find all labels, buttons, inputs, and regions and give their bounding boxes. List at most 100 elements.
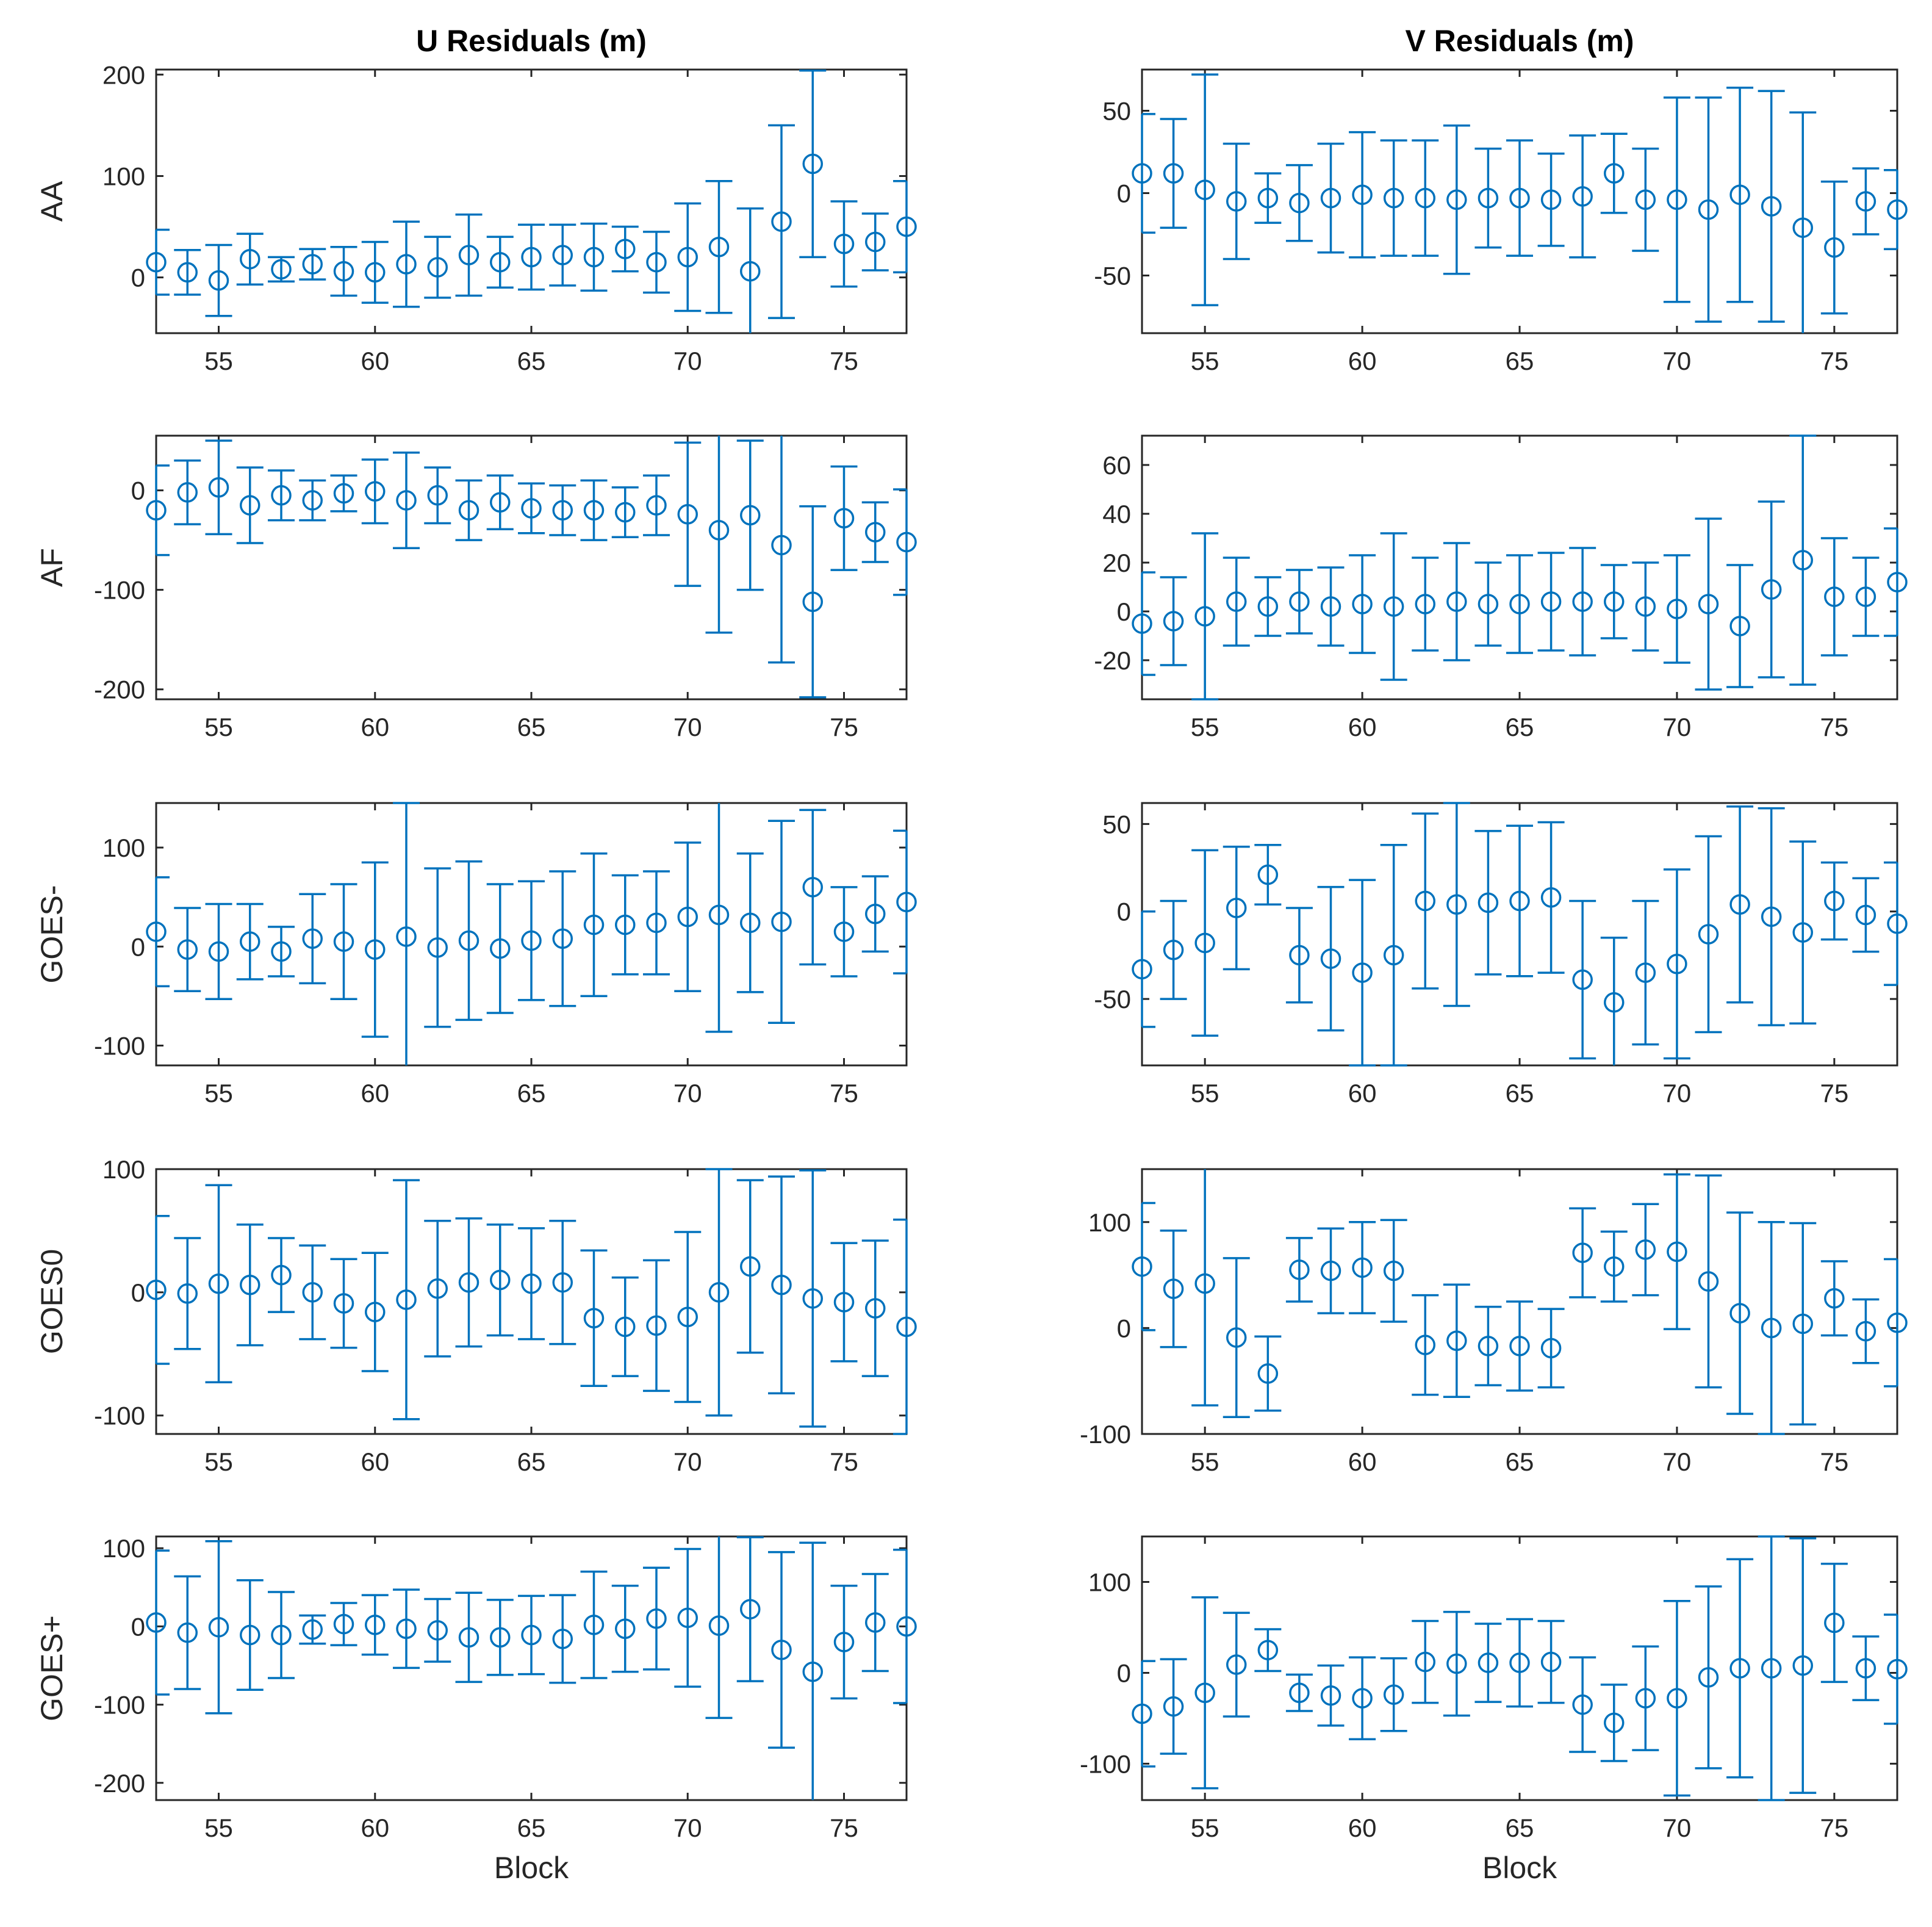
data-point	[1132, 1256, 1152, 1277]
error-bar	[1317, 566, 1345, 647]
y-tick-label: 40	[1102, 500, 1131, 528]
error-bar	[705, 1168, 733, 1417]
data-point	[1604, 992, 1625, 1013]
x-tick-label: 60	[1348, 347, 1377, 375]
subplot-v-af: 55 60 65 70 75 -20 0 20 40 60	[1094, 434, 1908, 741]
y-tick-label: -20	[1094, 646, 1131, 675]
error-bar	[486, 474, 514, 530]
error-bar	[674, 1231, 702, 1403]
data-point	[1415, 187, 1435, 209]
data-point	[1226, 898, 1247, 918]
data-point	[740, 1599, 761, 1619]
error-bar	[455, 860, 483, 1021]
data-point	[583, 1615, 605, 1635]
error-bar	[549, 223, 576, 287]
y-tick-label: 0	[1117, 1314, 1131, 1342]
error-bar	[674, 1547, 702, 1688]
data-point	[1257, 187, 1279, 209]
error-bar	[1569, 899, 1596, 1060]
y-tick-label: -100	[1080, 1749, 1131, 1778]
error-bar	[1317, 1227, 1345, 1314]
data-point	[896, 1616, 917, 1637]
data-point	[146, 1612, 167, 1633]
error-bar	[393, 802, 420, 1065]
error-bar	[861, 1239, 889, 1377]
data-point	[771, 1274, 792, 1295]
x-tick-label: 75	[830, 1079, 858, 1108]
x-tick-label: 65	[517, 347, 546, 375]
error-bar	[1820, 861, 1848, 941]
x-tick-label: 75	[1820, 1447, 1848, 1476]
data-point	[1635, 1239, 1656, 1260]
data-point	[896, 891, 917, 913]
data-point	[1761, 196, 1782, 217]
x-tick-label: 70	[1663, 1079, 1692, 1108]
data-point	[1320, 1260, 1341, 1281]
error-bar	[611, 874, 639, 976]
error-bar	[1884, 1258, 1908, 1388]
x-tick-label: 70	[1663, 1814, 1692, 1842]
error-bar	[1254, 1628, 1282, 1673]
error-bar	[1223, 845, 1250, 971]
error-bar	[146, 228, 170, 296]
data-point	[1289, 1259, 1310, 1280]
error-bar	[1349, 1221, 1376, 1314]
x-tick-label: 65	[1506, 347, 1534, 375]
error-bar	[1412, 812, 1439, 990]
data-point	[740, 1256, 761, 1277]
data-point	[1824, 1612, 1845, 1633]
y-tick-label: 20	[1102, 549, 1131, 577]
data-point	[1540, 189, 1562, 211]
error-bar	[205, 243, 232, 317]
data-point	[1667, 953, 1687, 974]
error-bar	[580, 222, 608, 292]
error-bar	[1726, 86, 1754, 303]
data-point	[1257, 864, 1279, 885]
y-tick-label: -100	[94, 1032, 145, 1061]
error-bar	[1285, 1673, 1313, 1712]
data-point	[1446, 189, 1467, 211]
y-tick-label: 0	[131, 1612, 145, 1641]
error-bar	[1443, 1283, 1470, 1398]
error-bar	[299, 479, 326, 522]
error-bar	[799, 505, 827, 699]
error-bar	[518, 1594, 545, 1676]
x-tick-label: 55	[1191, 1079, 1219, 1108]
data-point	[1478, 594, 1499, 614]
data-point	[865, 1612, 886, 1633]
error-bar	[330, 1258, 357, 1349]
error-bar	[1632, 561, 1659, 652]
subplot-v-goes0: 55 60 65 70 75 -100 0 100	[1080, 1168, 1908, 1476]
data-point	[1855, 191, 1876, 212]
error-bar	[1317, 142, 1345, 254]
error-bar	[1695, 835, 1722, 1034]
data-point	[865, 903, 886, 924]
error-bar	[1474, 830, 1502, 976]
data-point	[208, 1616, 229, 1638]
error-bar	[580, 479, 608, 541]
data-point	[833, 508, 855, 529]
error-bar	[361, 458, 389, 525]
subplot-u-goes0: 55 60 65 70 75 -100 0 100 GOES0	[35, 1155, 917, 1476]
error-bar	[486, 1223, 514, 1337]
error-bar	[518, 482, 545, 535]
error-bar	[393, 1588, 420, 1669]
data-point	[1352, 1257, 1373, 1278]
data-point	[552, 500, 573, 521]
data-point	[1163, 940, 1184, 960]
x-tick-label: 55	[204, 713, 233, 741]
y-tick-label: 0	[1117, 179, 1131, 208]
data-point	[646, 495, 667, 516]
error-bar	[1852, 167, 1880, 236]
data-point	[646, 1315, 667, 1336]
error-bar	[455, 213, 483, 297]
data-point	[1352, 184, 1373, 205]
error-bar	[205, 1184, 232, 1383]
data-point	[1163, 1696, 1184, 1717]
data-point	[615, 502, 636, 523]
x-tick-label: 70	[1663, 347, 1692, 375]
y-tick-label: -50	[1094, 985, 1131, 1014]
data-point	[802, 591, 823, 612]
error-bar	[861, 1572, 889, 1673]
error-bar	[1223, 556, 1250, 647]
